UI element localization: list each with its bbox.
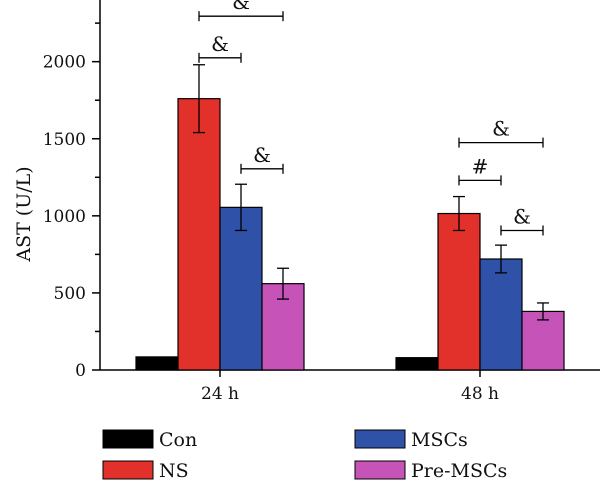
- bar-ns-0: [177, 98, 221, 371]
- significance-label: &: [492, 117, 510, 141]
- legend-swatch-ns: [102, 460, 154, 480]
- bar-ns-1: [437, 212, 481, 371]
- legend-label-mscs: MSCs: [411, 429, 468, 451]
- legend-swatch-mscs: [354, 429, 406, 449]
- legend: Con MSCs NS Pre-MSCs: [102, 429, 507, 482]
- significance-label: #: [472, 154, 489, 178]
- y-tick-label: 1500: [43, 130, 86, 150]
- bar-mscs-0: [219, 206, 263, 371]
- legend-label-ns: NS: [159, 460, 189, 482]
- legend-swatch-pre-mscs: [354, 460, 406, 480]
- y-tick-label: 2000: [43, 53, 86, 73]
- bar-con-1: [395, 357, 439, 371]
- bar-mscs-1: [479, 258, 523, 371]
- y-tick-label: 500: [54, 284, 86, 304]
- x-tick-label: 48 h: [461, 384, 499, 404]
- legend-label-con: Con: [159, 429, 197, 451]
- legend-label-pre-mscs: Pre-MSCs: [411, 460, 507, 482]
- legend-swatch-con: [102, 429, 154, 449]
- y-tick-label: 0: [75, 361, 86, 381]
- y-axis-title: AST (U/L): [13, 166, 35, 262]
- bar-con-0: [135, 356, 179, 371]
- significance-label: &: [253, 143, 271, 167]
- bar-pre-mscs-1: [521, 310, 565, 371]
- significance-label: &: [232, 0, 250, 14]
- x-tick-label: 24 h: [201, 384, 239, 404]
- significance-label: &: [211, 32, 229, 56]
- y-tick-label: 1000: [43, 207, 86, 227]
- significance-label: &: [513, 204, 531, 228]
